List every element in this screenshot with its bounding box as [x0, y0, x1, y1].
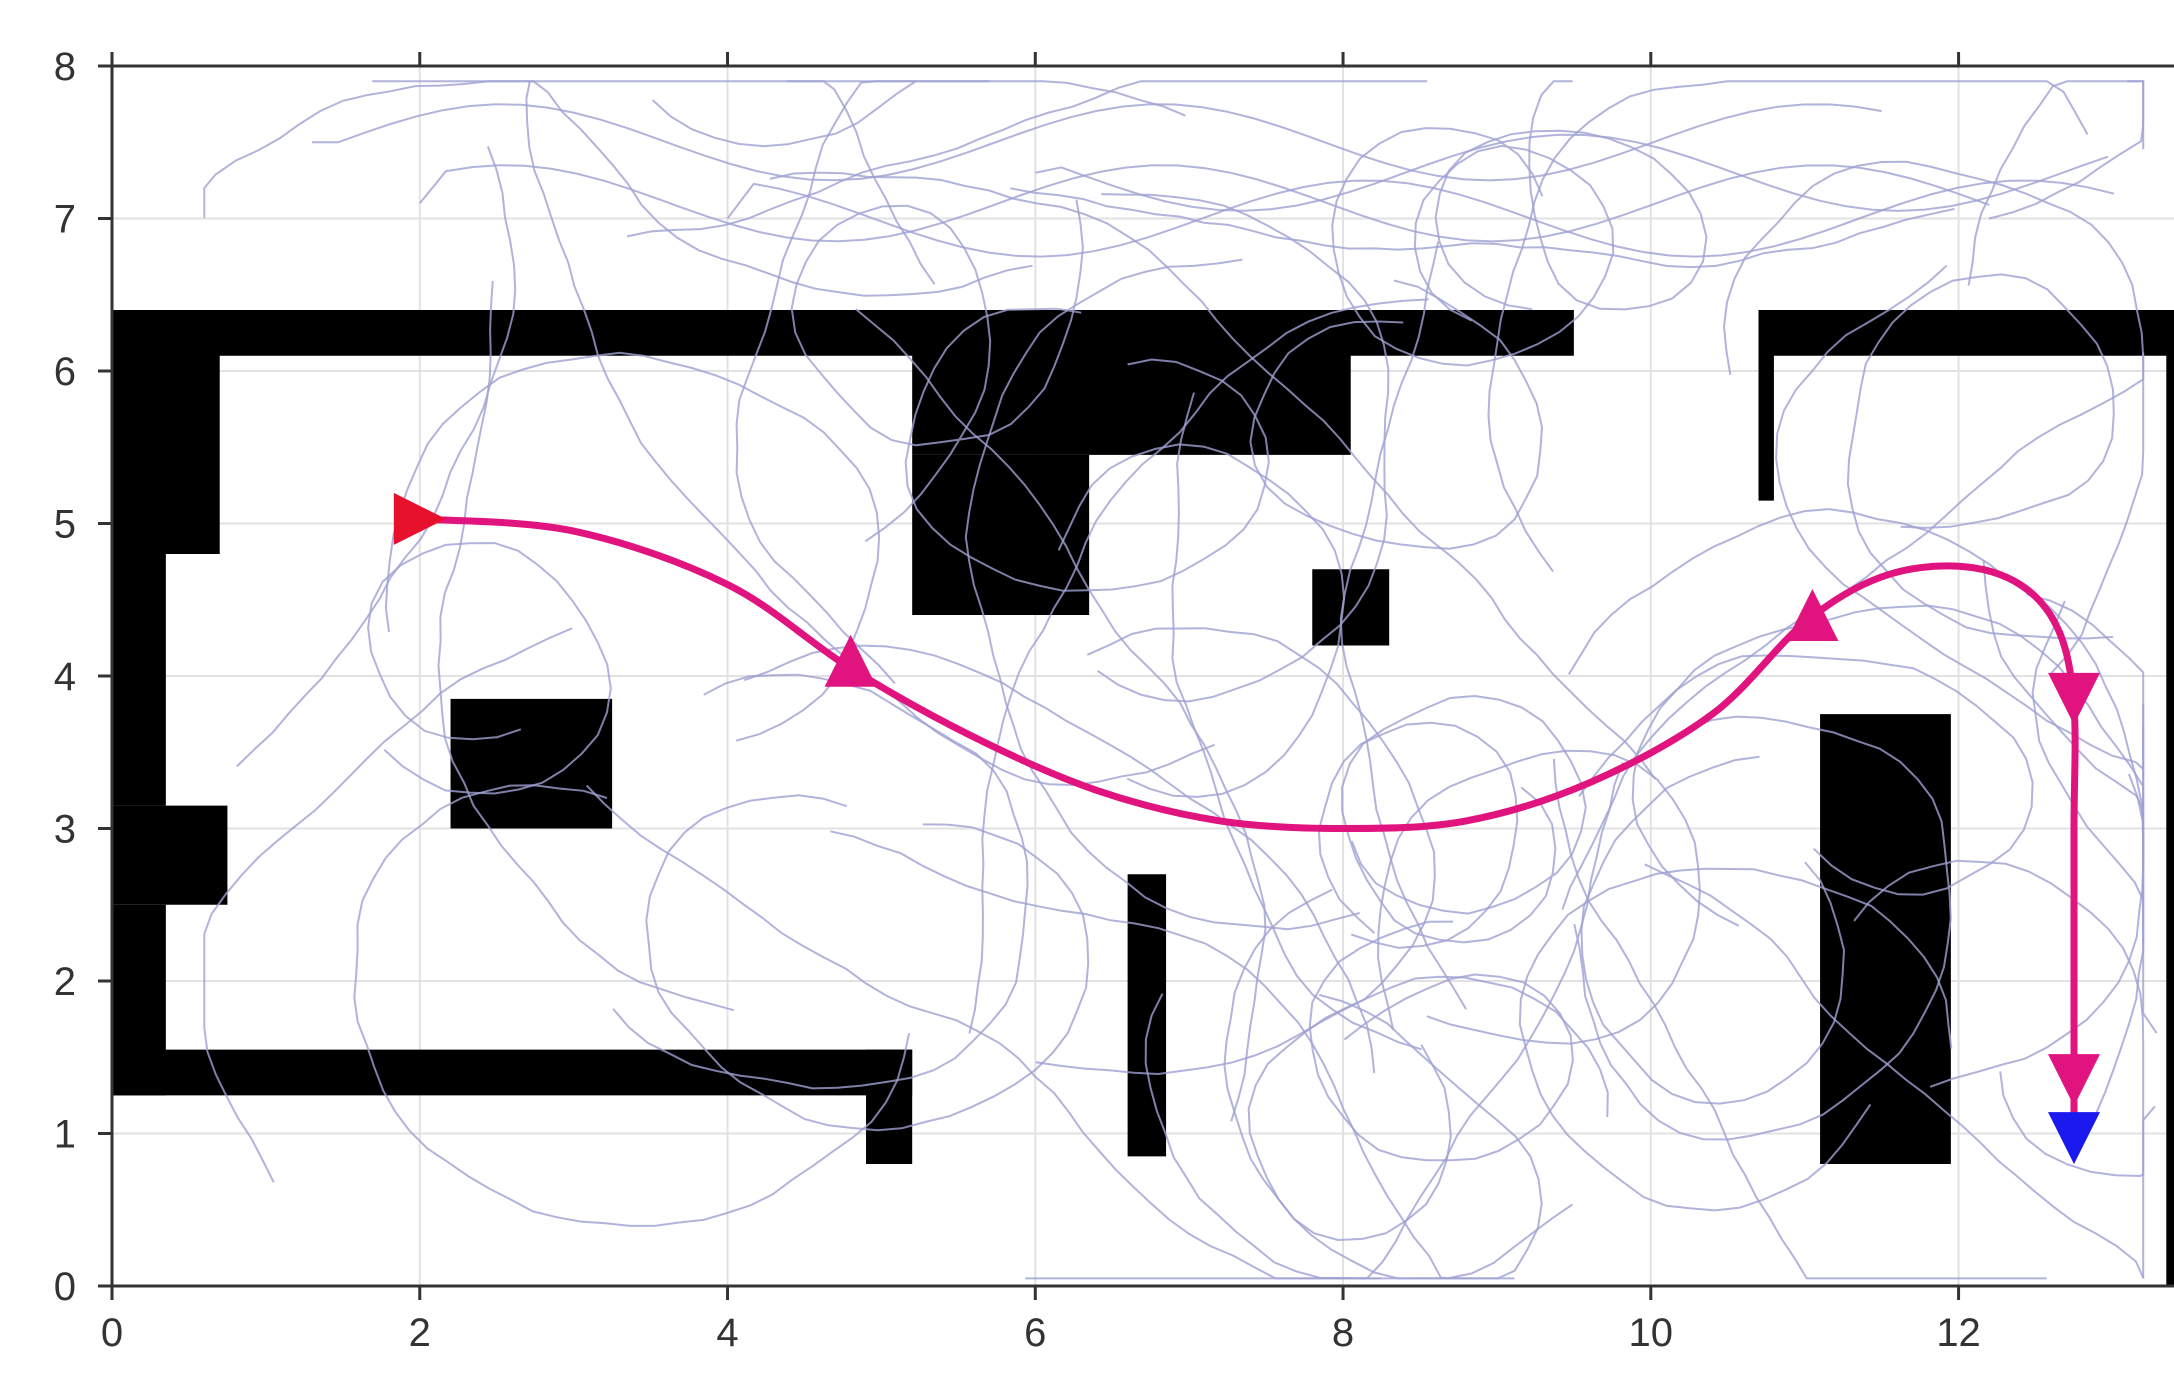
- trajectory-6: [968, 298, 1429, 1034]
- y-tick-label-0: 0: [54, 1265, 76, 1309]
- trajectory-52: [585, 784, 1381, 1280]
- trajectory-30: [1580, 755, 1846, 1105]
- obstacle-left-wall-middle: [112, 554, 166, 806]
- trajectory-32: [1339, 241, 1467, 1010]
- trajectory-40: [735, 80, 1186, 685]
- x-tick-label-2: 4: [716, 1311, 738, 1355]
- trajectory-14: [612, 673, 1029, 1090]
- trajectory-41: [964, 258, 1360, 931]
- trajectory-15: [1308, 920, 1574, 1162]
- trajectory-59: [1988, 80, 2145, 220]
- trajectory-sweep-3: [1035, 133, 2109, 212]
- trajectory-29: [1341, 694, 1587, 944]
- y-tick-label-1: 1: [54, 1113, 76, 1157]
- trajectory-10: [1097, 193, 1390, 703]
- trajectory-31: [1846, 273, 2115, 640]
- obstacle-bottom-wall: [112, 1049, 913, 1096]
- y-tick-label-6: 6: [54, 350, 76, 394]
- trajectory-sweep-0: [312, 103, 1882, 182]
- trajectory-7: [1487, 80, 2089, 573]
- trajectory-9: [437, 280, 735, 1012]
- trajectory-19: [1434, 80, 1708, 311]
- obstacle-left-wall-upper: [112, 310, 220, 554]
- y-tick-label-7: 7: [54, 198, 76, 242]
- trajectory-54: [1317, 721, 1519, 949]
- trajectory-3: [1573, 715, 1952, 1141]
- trajectory-25: [1853, 859, 2145, 1178]
- trajectory-34: [203, 80, 936, 285]
- trajectory-49: [525, 81, 1215, 787]
- trajectory-50: [855, 308, 1267, 1122]
- obstacle-right-room-inner-wall: [1758, 310, 1774, 501]
- obstacle-left-bump: [112, 805, 228, 905]
- trajectory-51: [1518, 867, 1953, 1212]
- x-tick-label-6: 12: [1936, 1311, 1981, 1355]
- obstacle-small-square: [1312, 569, 1390, 646]
- trajectory-13: [203, 627, 573, 1183]
- trajectory-35: [626, 80, 1428, 238]
- trajectory-1: [743, 644, 1376, 1074]
- trajectory-38: [2142, 1105, 2156, 1279]
- trajectory-36: [1057, 443, 1346, 798]
- trajectory-21: [372, 80, 1033, 297]
- trajectory-20: [1010, 187, 1955, 269]
- trajectory-39: [353, 784, 911, 1227]
- trajectory-58: [1331, 127, 1615, 367]
- y-tick-label-8: 8: [54, 45, 76, 89]
- x-tick-label-3: 6: [1024, 1311, 1046, 1355]
- trajectory-11: [1377, 749, 1701, 1045]
- trajectory-0: [384, 351, 881, 742]
- waypoint-marker-3: [2048, 672, 2100, 725]
- y-tick-label-4: 4: [54, 655, 76, 699]
- obstacle-right-pillar: [1820, 714, 1951, 1164]
- start-marker-0: [393, 492, 446, 545]
- obstacle-top-wall-right: [1758, 310, 2174, 356]
- trajectory-4: [1631, 654, 2034, 927]
- x-tick-label-1: 2: [409, 1311, 431, 1355]
- trajectory-28: [1223, 888, 1574, 1280]
- trajectory-48: [236, 146, 517, 768]
- y-tick-label-3: 3: [54, 808, 76, 852]
- x-tick-label-5: 10: [1629, 1311, 1674, 1355]
- waypoint-marker-2: [1786, 589, 1839, 641]
- x-tick-label-4: 8: [1332, 1311, 1354, 1355]
- goal-marker-5: [2048, 1112, 2100, 1165]
- trajectory-42: [1552, 758, 2047, 1280]
- obstacle-left-square: [450, 698, 613, 829]
- trajectory-57: [1929, 593, 2145, 1088]
- trajectory-53: [830, 830, 1515, 1280]
- obstacle-bottom-wall-post: [866, 1049, 913, 1164]
- obstacle-top-wall-left: [112, 310, 1574, 356]
- trajectory-37: [1171, 392, 1422, 1051]
- trajectory-18: [1722, 160, 2145, 674]
- trajectory-23: [1035, 627, 1436, 1076]
- trajectory-45: [1249, 279, 1544, 550]
- sampled-trajectories: [203, 80, 2158, 1280]
- y-tick-label-5: 5: [54, 503, 76, 547]
- obstacle-right-border: [2166, 310, 2174, 1286]
- trajectory-56: [1644, 863, 2145, 1279]
- obstacle-upper-middle-block: [912, 310, 1351, 455]
- x-tick-label-0: 0: [101, 1311, 123, 1355]
- trajectory-17: [1025, 762, 1624, 1280]
- markers: [393, 492, 2100, 1165]
- waypoint-marker-1: [824, 634, 877, 687]
- trajectory-24: [1247, 975, 1609, 1242]
- obstacle-thin-pillar: [1127, 874, 1167, 1157]
- trajectory-27: [645, 794, 1090, 1132]
- trajectory-26: [367, 542, 612, 795]
- trajectory-43: [769, 171, 1657, 780]
- y-tick-label-2: 2: [54, 960, 76, 1004]
- trajectory-sweep-1: [419, 164, 1990, 243]
- trajectory-55: [1578, 604, 2145, 1157]
- waypoint-marker-4: [2048, 1054, 2100, 1107]
- trajectory-47: [904, 307, 1270, 592]
